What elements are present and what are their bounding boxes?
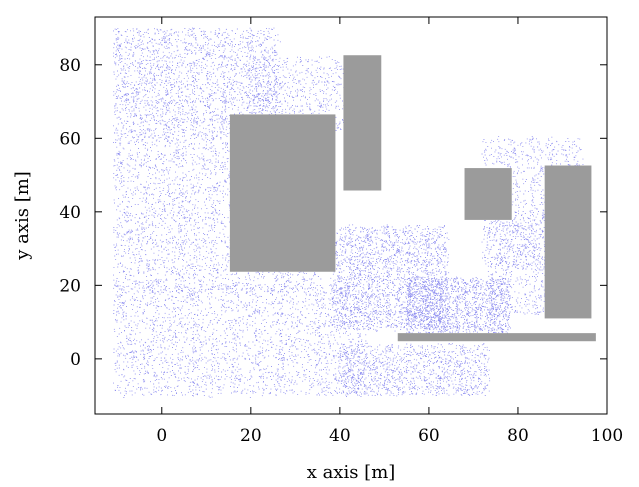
x-tick-label: 0 <box>156 426 167 446</box>
x-tick-label: 60 <box>418 426 440 446</box>
obstacle-rect-2 <box>343 55 382 191</box>
scatter-point-cloud <box>113 27 584 398</box>
obstacle-rect-4 <box>544 165 592 319</box>
x-tick-label: 20 <box>240 426 262 446</box>
x-tick-label: 40 <box>329 426 351 446</box>
obstacle-rect-1 <box>229 114 336 272</box>
obstacle-rect-3 <box>464 168 512 220</box>
obstacle-rect-5 <box>397 333 596 342</box>
y-tick-label: 60 <box>59 129 81 149</box>
axis-ticks: 0 20 40 60 80 100 0 20 40 60 80 <box>59 17 623 446</box>
x-axis-label: x axis [m] <box>307 462 396 483</box>
y-tick-label: 40 <box>59 203 81 223</box>
x-tick-label: 100 <box>591 426 623 446</box>
y-tick-label: 80 <box>59 56 81 76</box>
y-tick-label: 0 <box>70 350 81 370</box>
scatter-points <box>113 27 584 398</box>
y-tick-label: 20 <box>59 276 81 296</box>
plot-frame <box>94 16 608 415</box>
y-axis-label: y axis [m] <box>12 171 33 261</box>
obstacles <box>229 55 596 342</box>
x-tick-label: 80 <box>507 426 529 446</box>
